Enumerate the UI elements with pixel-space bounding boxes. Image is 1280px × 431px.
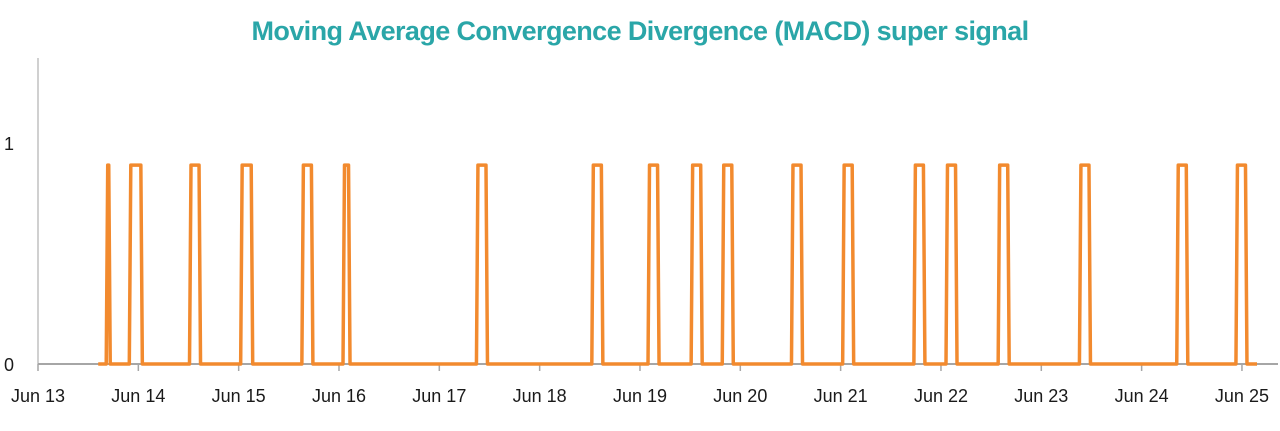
- x-tick-label: Jun 14: [111, 386, 165, 406]
- x-tick-label: Jun 13: [11, 386, 65, 406]
- y-tick-label: 0: [4, 355, 14, 375]
- x-tick-label: Jun 23: [1014, 386, 1068, 406]
- x-tick-label: Jun 15: [212, 386, 266, 406]
- x-tick-label: Jun 17: [412, 386, 466, 406]
- x-ticks: Jun 13 Jun 14 Jun 15 Jun 16 Jun 17 Jun 18 Jun …: [11, 364, 1269, 406]
- x-tick-label: Jun 19: [613, 386, 667, 406]
- x-tick-label: Jun 25: [1215, 386, 1269, 406]
- x-tick-label: Jun 22: [914, 386, 968, 406]
- y-ticks: 01: [4, 134, 14, 375]
- x-tick-label: Jun 16: [312, 386, 366, 406]
- chart-title: Moving Average Convergence Divergence (M…: [251, 16, 1029, 46]
- x-tick-label: Jun 24: [1115, 386, 1169, 406]
- x-tick-label: Jun 21: [814, 386, 868, 406]
- signal-line: [98, 163, 1258, 366]
- x-tick-label: Jun 20: [713, 386, 767, 406]
- x-tick-label: Jun 18: [513, 386, 567, 406]
- y-tick-label: 1: [4, 134, 14, 154]
